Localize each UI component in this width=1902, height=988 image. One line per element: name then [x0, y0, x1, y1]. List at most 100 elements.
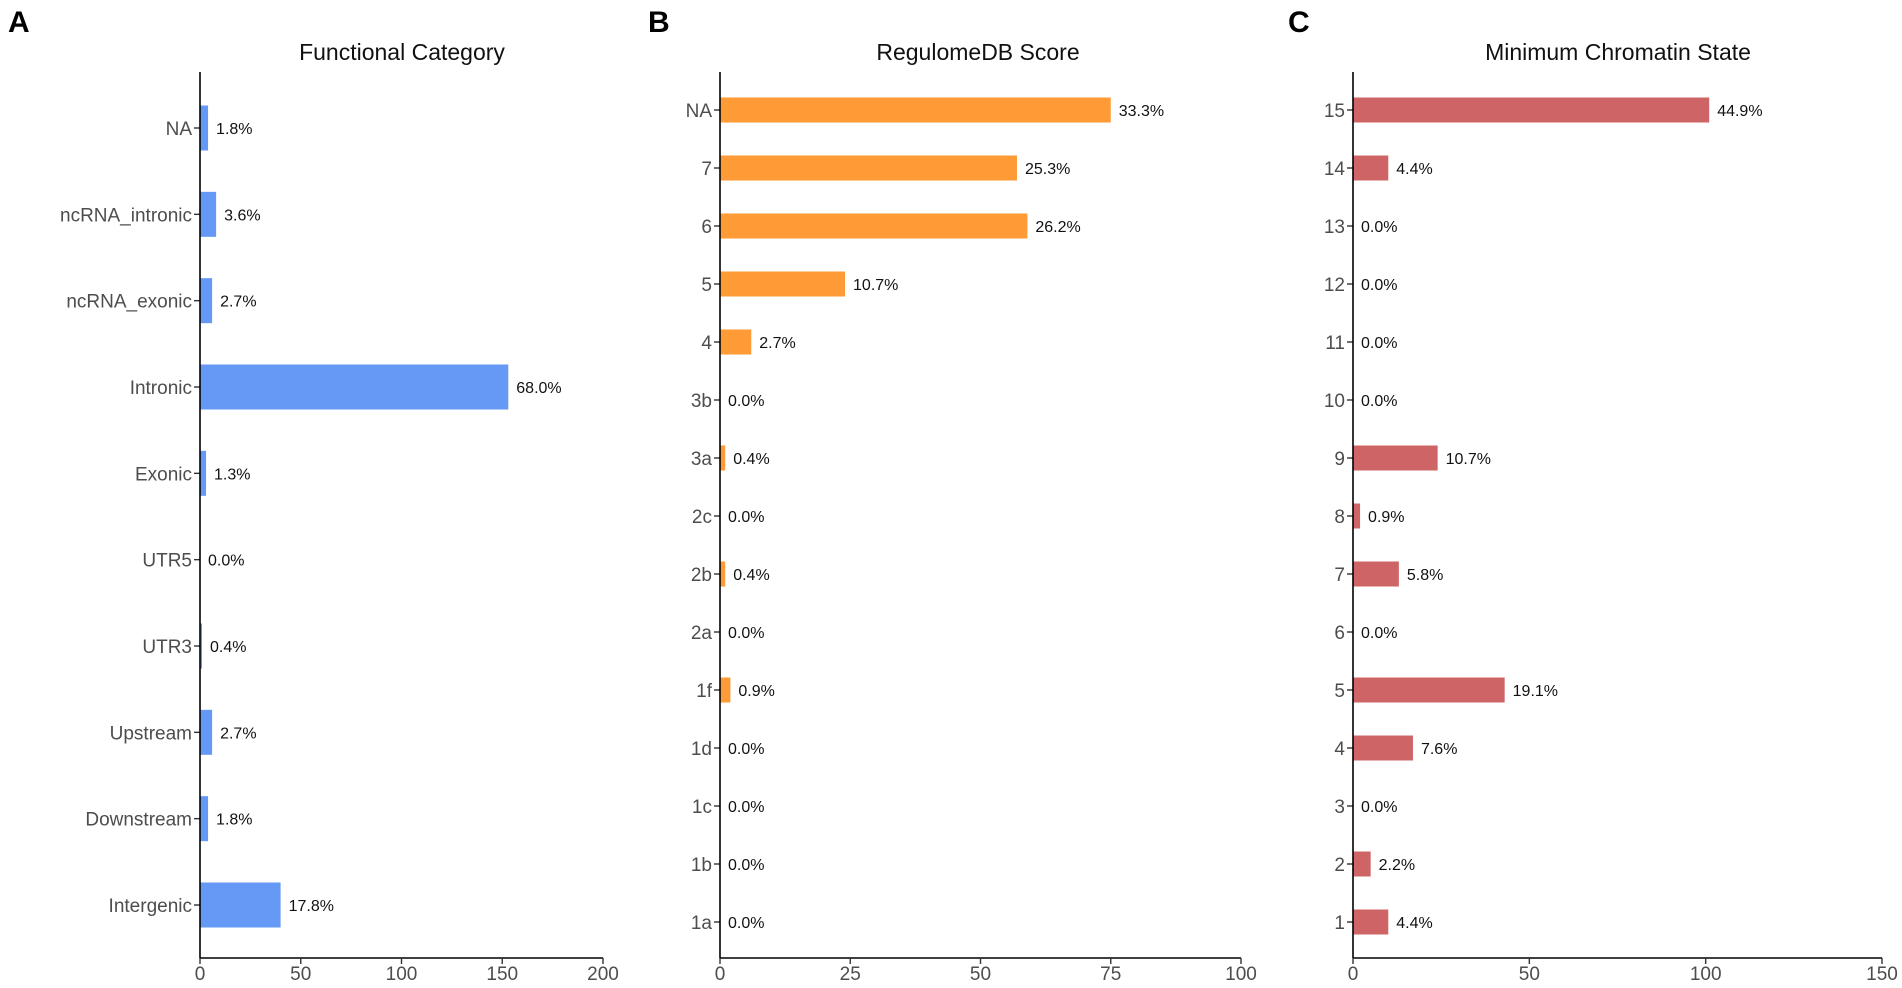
- y-tick-label: NA: [686, 101, 713, 122]
- data-label: 7.6%: [1421, 741, 1457, 758]
- x-tick-label: 50: [970, 964, 991, 985]
- y-tick-label: 1c: [692, 797, 712, 818]
- y-tick-label: 13: [1324, 217, 1345, 238]
- chart-title: RegulomeDB Score: [876, 39, 1079, 65]
- x-tick-label: 50: [1519, 964, 1540, 985]
- bar-15: [1353, 97, 1710, 123]
- data-label: 0.4%: [733, 451, 769, 468]
- data-label: 1.3%: [214, 466, 250, 483]
- y-tick-label: ncRNA_exonic: [66, 292, 192, 313]
- y-tick-label: 3b: [691, 391, 712, 412]
- x-tick-label: 0: [1348, 964, 1359, 985]
- data-label: 3.6%: [224, 207, 260, 224]
- data-label: 0.0%: [728, 625, 764, 642]
- bar-ncrna_exonic: [200, 278, 213, 324]
- y-tick-label: 11: [1325, 333, 1345, 354]
- data-label: 1.8%: [216, 812, 252, 829]
- data-label: 10.7%: [853, 277, 898, 294]
- x-tick-label: 100: [386, 964, 418, 985]
- y-tick-label: 5: [1334, 681, 1345, 702]
- data-label: 2.7%: [220, 725, 256, 742]
- data-label: 0.0%: [728, 509, 764, 526]
- y-tick-label: 8: [1334, 507, 1345, 528]
- bar-downstream: [200, 796, 209, 842]
- chart-title: Functional Category: [299, 39, 505, 65]
- y-tick-label: ncRNA_intronic: [60, 205, 192, 226]
- y-tick-label: Upstream: [110, 723, 192, 744]
- data-label: 4.4%: [1396, 161, 1432, 178]
- y-tick-label: UTR5: [142, 551, 192, 572]
- data-label: 4.4%: [1396, 915, 1432, 932]
- y-tick-label: 1f: [696, 681, 713, 702]
- bar-4: [720, 329, 752, 355]
- data-label: 44.9%: [1717, 103, 1762, 120]
- data-label: 2.7%: [759, 335, 795, 352]
- data-label: 0.4%: [210, 639, 246, 656]
- bar-3a: [720, 445, 726, 471]
- bar-ncrna_intronic: [200, 191, 217, 237]
- data-label: 17.8%: [289, 898, 334, 915]
- y-tick-label: Exonic: [135, 464, 192, 485]
- data-label: 0.0%: [1361, 625, 1397, 642]
- y-tick-label: 2b: [691, 565, 712, 586]
- data-label: 0.0%: [1361, 335, 1397, 352]
- x-tick-label: 0: [715, 964, 726, 985]
- bar-intergenic: [200, 882, 281, 928]
- y-tick-label: 3: [1334, 797, 1345, 818]
- x-tick-label: 150: [1866, 964, 1898, 985]
- bar-utr3: [200, 623, 203, 669]
- data-label: 0.0%: [728, 393, 764, 410]
- x-tick-label: 50: [290, 964, 311, 985]
- data-label: 0.0%: [1361, 393, 1397, 410]
- bar-upstream: [200, 709, 213, 755]
- y-tick-label: 1b: [691, 855, 712, 876]
- data-label: 25.3%: [1025, 161, 1070, 178]
- bar-4: [1353, 735, 1413, 761]
- data-label: 19.1%: [1513, 683, 1558, 700]
- bar-exonic: [200, 450, 207, 496]
- y-tick-label: 3a: [691, 449, 713, 470]
- data-label: 68.0%: [516, 380, 561, 397]
- x-tick-label: 150: [486, 964, 518, 985]
- data-label: 0.0%: [728, 857, 764, 874]
- y-tick-label: Intergenic: [109, 896, 192, 917]
- bar-1: [1353, 909, 1389, 935]
- x-tick-label: 75: [1100, 964, 1121, 985]
- y-tick-label: 2a: [691, 623, 713, 644]
- data-label: 5.8%: [1407, 567, 1443, 584]
- y-tick-label: 4: [701, 333, 712, 354]
- y-tick-label: 1a: [691, 913, 713, 934]
- bar-14: [1353, 155, 1389, 181]
- bar-5: [1353, 677, 1505, 703]
- bar-7: [1353, 561, 1399, 587]
- bar-7: [720, 155, 1017, 181]
- data-label: 0.0%: [728, 799, 764, 816]
- bar-na: [720, 97, 1111, 123]
- bar-6: [720, 213, 1028, 239]
- bar-1f: [720, 677, 731, 703]
- data-label: 0.0%: [208, 553, 244, 570]
- y-tick-label: 6: [701, 217, 712, 238]
- y-tick-label: Intronic: [130, 378, 192, 399]
- data-label: 2.2%: [1379, 857, 1415, 874]
- data-label: 0.0%: [1361, 799, 1397, 816]
- data-label: 0.0%: [1361, 219, 1397, 236]
- data-label: 1.8%: [216, 121, 252, 138]
- y-tick-label: 7: [1334, 565, 1345, 586]
- bar-9: [1353, 445, 1438, 471]
- x-tick-label: 0: [195, 964, 206, 985]
- data-label: 0.0%: [728, 741, 764, 758]
- data-label: 0.9%: [738, 683, 774, 700]
- y-tick-label: 10: [1324, 391, 1345, 412]
- data-label: 0.9%: [1368, 509, 1404, 526]
- data-label: 0.0%: [1361, 277, 1397, 294]
- y-tick-label: 5: [701, 275, 712, 296]
- y-tick-label: 6: [1334, 623, 1345, 644]
- panel-letter-a: A: [8, 6, 30, 39]
- x-tick-label: 100: [1690, 964, 1722, 985]
- y-tick-label: 1: [1334, 913, 1345, 934]
- y-tick-label: 14: [1324, 159, 1346, 180]
- bar-2b: [720, 561, 726, 587]
- bar-2: [1353, 851, 1371, 877]
